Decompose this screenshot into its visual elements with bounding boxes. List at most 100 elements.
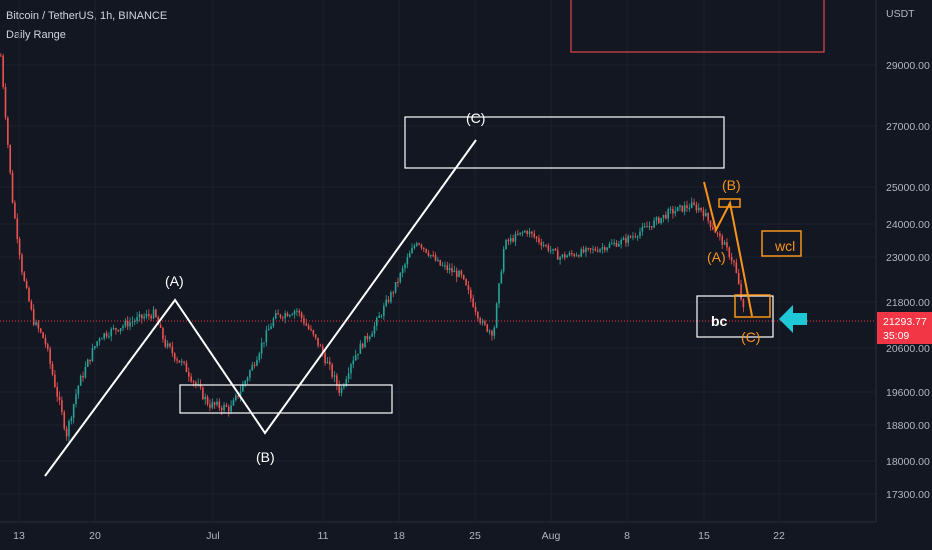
candle-body	[321, 346, 324, 354]
candle-body	[693, 202, 695, 205]
candle-body	[742, 299, 745, 308]
candle-body	[658, 217, 660, 224]
candle-body	[427, 252, 430, 256]
candle-body	[138, 314, 141, 318]
candle-body	[357, 353, 359, 356]
zone-c-box[interactable]	[404, 116, 725, 169]
zone-b-box[interactable]	[179, 384, 393, 414]
price-tick-label: 18000.00	[886, 456, 930, 468]
candle-body	[425, 248, 427, 253]
orange-c-box[interactable]	[734, 294, 771, 318]
candle-body	[44, 338, 47, 345]
candle-body	[660, 217, 662, 224]
candle-body	[282, 317, 284, 319]
candle-body	[646, 226, 648, 228]
price-axis[interactable]: USDT 29000.00 27000.00 25000.00 24000.00 230…	[875, 0, 930, 522]
candle-body	[258, 353, 261, 361]
candle-body	[531, 231, 533, 234]
candle-body	[56, 387, 58, 397]
candle-body	[65, 428, 68, 437]
indicator-label[interactable]: Daily Range	[6, 29, 66, 41]
candle-body	[345, 379, 348, 386]
candle-body	[317, 337, 319, 346]
candle-body	[458, 270, 460, 278]
time-axis[interactable]: 13 20 Jul 11 18 25 Aug 8 15 22	[0, 521, 876, 542]
candle-body	[343, 385, 345, 388]
wcl-box[interactable]	[761, 230, 802, 257]
candle-body	[232, 400, 235, 406]
candle-body	[265, 330, 268, 343]
candle-body	[272, 318, 275, 327]
candle-body	[4, 87, 7, 118]
candle-body	[392, 292, 395, 294]
candle-body	[683, 205, 686, 212]
candle-body	[110, 328, 113, 337]
candle-body	[615, 242, 618, 247]
candle-body	[420, 244, 423, 248]
candle-body	[629, 236, 632, 238]
candle-body	[32, 309, 35, 325]
candle-body	[650, 226, 653, 228]
candle-body	[620, 239, 622, 245]
candle-body	[25, 280, 28, 288]
candle-body	[418, 243, 420, 245]
candle-body	[735, 262, 738, 273]
candle-body	[627, 236, 630, 243]
candle-body	[408, 253, 411, 258]
candle-body	[723, 242, 726, 245]
candle-body	[354, 355, 357, 361]
candle-body	[721, 236, 724, 245]
candle-body	[103, 333, 105, 339]
candle-body	[312, 330, 315, 335]
orange-b-box[interactable]	[718, 198, 741, 208]
candle-body	[622, 238, 625, 240]
candle-body	[540, 242, 543, 246]
candle-body	[634, 236, 637, 238]
candle-body	[453, 270, 456, 273]
candle-body	[538, 238, 540, 243]
candle-body	[277, 313, 279, 315]
candle-body	[679, 205, 681, 208]
candle-body	[152, 309, 155, 319]
candle-body	[434, 255, 437, 261]
candle-body	[639, 231, 641, 237]
candle-body	[672, 208, 674, 214]
candle-body	[263, 342, 265, 344]
price-axis-currency: USDT	[886, 8, 915, 20]
time-tick-label: 20	[89, 530, 101, 542]
candle-body	[697, 207, 700, 211]
last-price-tag: 21293.77 35:09	[877, 312, 932, 344]
candle-body	[237, 395, 239, 397]
label-wcl: wcl	[774, 238, 795, 254]
candle-body	[491, 330, 493, 336]
candle-body	[632, 236, 634, 238]
candle-body	[286, 313, 289, 317]
candle-body	[249, 370, 251, 378]
candle-body	[444, 265, 446, 267]
candle-body	[133, 320, 136, 322]
candle-body	[211, 402, 214, 408]
candle-body	[688, 207, 691, 209]
candle-body	[253, 364, 256, 366]
candle-body	[556, 250, 559, 260]
candle-body	[625, 238, 627, 243]
candle-body	[413, 245, 416, 248]
candle-body	[507, 239, 510, 242]
candle-body	[582, 249, 585, 253]
candle-body	[603, 247, 606, 251]
time-tick-label: 18	[393, 530, 405, 542]
candle-body	[77, 385, 80, 395]
candle-body	[730, 256, 733, 261]
candle-body	[14, 202, 16, 219]
candle-body	[307, 325, 310, 329]
candle-body	[256, 360, 258, 366]
red-target-zone[interactable]	[570, 0, 825, 53]
candle-body	[314, 334, 317, 338]
candle-body	[564, 254, 566, 258]
candle-body	[176, 359, 178, 361]
candle-body	[260, 342, 263, 354]
candle-body	[423, 247, 425, 249]
wave-orange-path[interactable]	[703, 181, 753, 317]
wave-white-path[interactable]	[44, 139, 477, 477]
